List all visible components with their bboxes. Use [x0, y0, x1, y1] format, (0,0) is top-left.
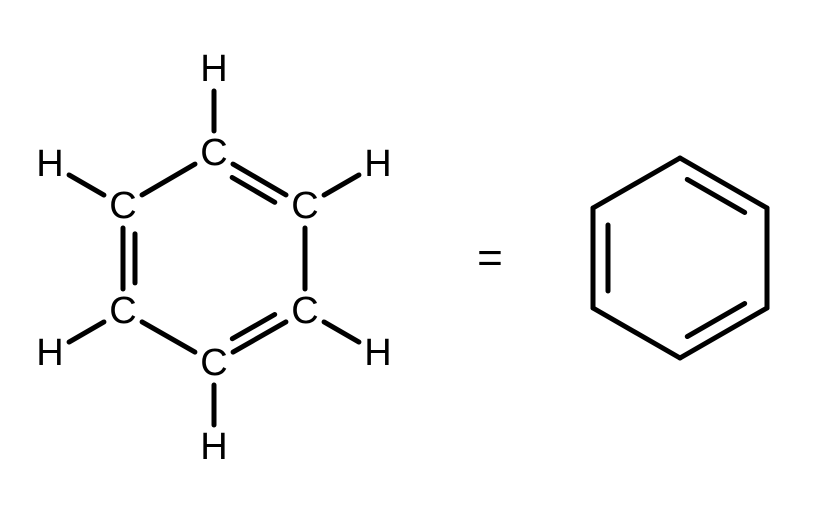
carbon-label: C — [109, 290, 136, 332]
hydrogen-label: H — [36, 332, 63, 374]
carbon-label: C — [200, 342, 227, 384]
carbon-label: C — [291, 290, 318, 332]
benzene-diagram: CCCCCCHHHHHH= — [0, 0, 821, 519]
hydrogen-label: H — [200, 426, 227, 468]
hydrogen-label: H — [36, 143, 63, 185]
hydrogen-label: H — [200, 48, 227, 90]
carbon-label: C — [109, 185, 136, 227]
carbon-label: C — [291, 185, 318, 227]
carbon-label: C — [200, 132, 227, 174]
hydrogen-label: H — [364, 143, 391, 185]
equals-sign: = — [477, 234, 503, 283]
hydrogen-label: H — [364, 332, 391, 374]
